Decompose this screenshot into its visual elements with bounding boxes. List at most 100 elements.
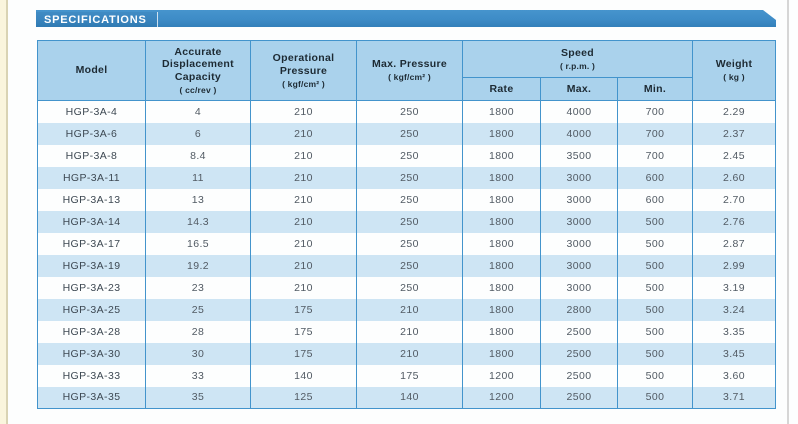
value-cell: 500 — [617, 320, 693, 343]
value-cell: 700 — [617, 100, 693, 123]
value-cell: 1800 — [462, 254, 541, 277]
model-cell: HGP-3A-35 — [37, 386, 146, 409]
value-cell: 2.29 — [692, 100, 776, 123]
value-cell: 3000 — [540, 276, 618, 299]
value-cell: 4 — [145, 100, 251, 123]
value-cell: 250 — [356, 166, 463, 189]
value-cell: 210 — [356, 298, 463, 321]
model-cell: HGP-3A-19 — [37, 254, 146, 277]
header-speed-rate: Rate — [462, 77, 541, 101]
value-cell: 3.24 — [692, 298, 776, 321]
value-cell: 700 — [617, 144, 693, 167]
model-cell: HGP-3A-33 — [37, 364, 146, 387]
value-cell: 140 — [250, 364, 357, 387]
table-row: HGP-3A-23 23 210 250 1800 3000 500 3.19 — [37, 276, 776, 299]
model-cell: HGP-3A-8 — [37, 144, 146, 167]
model-cell: HGP-3A-23 — [37, 276, 146, 299]
header-capacity: Accurate Displacement Capacity ( cc/rev … — [145, 40, 251, 101]
value-cell: 3000 — [540, 210, 618, 233]
value-cell: 1800 — [462, 342, 541, 365]
value-cell: 250 — [356, 100, 463, 123]
value-cell: 2500 — [540, 342, 618, 365]
model-cell: HGP-3A-30 — [37, 342, 146, 365]
value-cell: 3.19 — [692, 276, 776, 299]
header-speed-unit: ( r.p.m. ) — [559, 60, 596, 71]
header-max-pressure-label: Max. Pressure — [371, 58, 448, 71]
value-cell: 210 — [250, 166, 357, 189]
table-header: Model Accurate Displacement Capacity ( c… — [37, 40, 776, 101]
value-cell: 2.99 — [692, 254, 776, 277]
value-cell: 1800 — [462, 166, 541, 189]
value-cell: 35 — [145, 386, 251, 409]
header-operational-pressure: Operational Pressure ( kgf/cm² ) — [250, 40, 357, 101]
model-cell: HGP-3A-17 — [37, 232, 146, 255]
value-cell: 500 — [617, 232, 693, 255]
value-cell: 23 — [145, 276, 251, 299]
value-cell: 1800 — [462, 122, 541, 145]
value-cell: 1800 — [462, 188, 541, 211]
header-operational-pressure-label: Operational Pressure — [272, 52, 335, 77]
value-cell: 1800 — [462, 210, 541, 233]
value-cell: 210 — [250, 276, 357, 299]
table-row: HGP-3A-25 25 175 210 1800 2800 500 3.24 — [37, 298, 776, 321]
value-cell: 500 — [617, 298, 693, 321]
value-cell: 250 — [356, 144, 463, 167]
value-cell: 2500 — [540, 320, 618, 343]
value-cell: 175 — [356, 364, 463, 387]
value-cell: 250 — [356, 210, 463, 233]
value-cell: 175 — [250, 298, 357, 321]
header-operational-pressure-unit: ( kgf/cm² ) — [282, 78, 325, 89]
value-cell: 3.35 — [692, 320, 776, 343]
value-cell: 19.2 — [145, 254, 251, 277]
value-cell: 2.76 — [692, 210, 776, 233]
value-cell: 1800 — [462, 320, 541, 343]
specifications-banner: SPECIFICATIONS — [36, 10, 776, 27]
header-speed-min: Min. — [617, 77, 693, 101]
value-cell: 140 — [356, 386, 463, 409]
value-cell: 2.45 — [692, 144, 776, 167]
value-cell: 4000 — [540, 100, 618, 123]
value-cell: 14.3 — [145, 210, 251, 233]
value-cell: 1800 — [462, 144, 541, 167]
value-cell: 1800 — [462, 298, 541, 321]
value-cell: 210 — [250, 232, 357, 255]
value-cell: 11 — [145, 166, 251, 189]
header-capacity-label: Accurate Displacement Capacity — [162, 45, 234, 84]
table-row: HGP-3A-35 35 125 140 1200 2500 500 3.71 — [37, 386, 776, 409]
value-cell: 210 — [250, 210, 357, 233]
value-cell: 600 — [617, 188, 693, 211]
value-cell: 2.60 — [692, 166, 776, 189]
model-cell: HGP-3A-6 — [37, 122, 146, 145]
model-cell: HGP-3A-25 — [37, 298, 146, 321]
header-capacity-unit: ( cc/rev ) — [179, 85, 217, 96]
table-row: HGP-3A-8 8.4 210 250 1800 3500 700 2.45 — [37, 144, 776, 167]
value-cell: 210 — [250, 144, 357, 167]
model-cell: HGP-3A-14 — [37, 210, 146, 233]
value-cell: 210 — [250, 188, 357, 211]
value-cell: 3000 — [540, 166, 618, 189]
model-cell: HGP-3A-4 — [37, 100, 146, 123]
value-cell: 33 — [145, 364, 251, 387]
value-cell: 1800 — [462, 276, 541, 299]
table-row: HGP-3A-28 28 175 210 1800 2500 500 3.35 — [37, 320, 776, 343]
table-row: HGP-3A-6 6 210 250 1800 4000 700 2.37 — [37, 122, 776, 145]
value-cell: 175 — [250, 342, 357, 365]
page-gutter — [0, 0, 8, 424]
value-cell: 25 — [145, 298, 251, 321]
specifications-table-wrap: Model Accurate Displacement Capacity ( c… — [37, 40, 776, 409]
model-cell: HGP-3A-28 — [37, 320, 146, 343]
value-cell: 210 — [356, 342, 463, 365]
model-cell: HGP-3A-13 — [37, 188, 146, 211]
value-cell: 250 — [356, 122, 463, 145]
value-cell: 125 — [250, 386, 357, 409]
value-cell: 2.70 — [692, 188, 776, 211]
value-cell: 500 — [617, 386, 693, 409]
value-cell: 13 — [145, 188, 251, 211]
value-cell: 500 — [617, 276, 693, 299]
value-cell: 2500 — [540, 386, 618, 409]
header-speed-max: Max. — [540, 77, 618, 101]
specifications-table: Model Accurate Displacement Capacity ( c… — [37, 40, 776, 409]
specifications-title: SPECIFICATIONS — [36, 12, 158, 29]
header-speed-group: Speed ( r.p.m. ) — [462, 40, 693, 78]
